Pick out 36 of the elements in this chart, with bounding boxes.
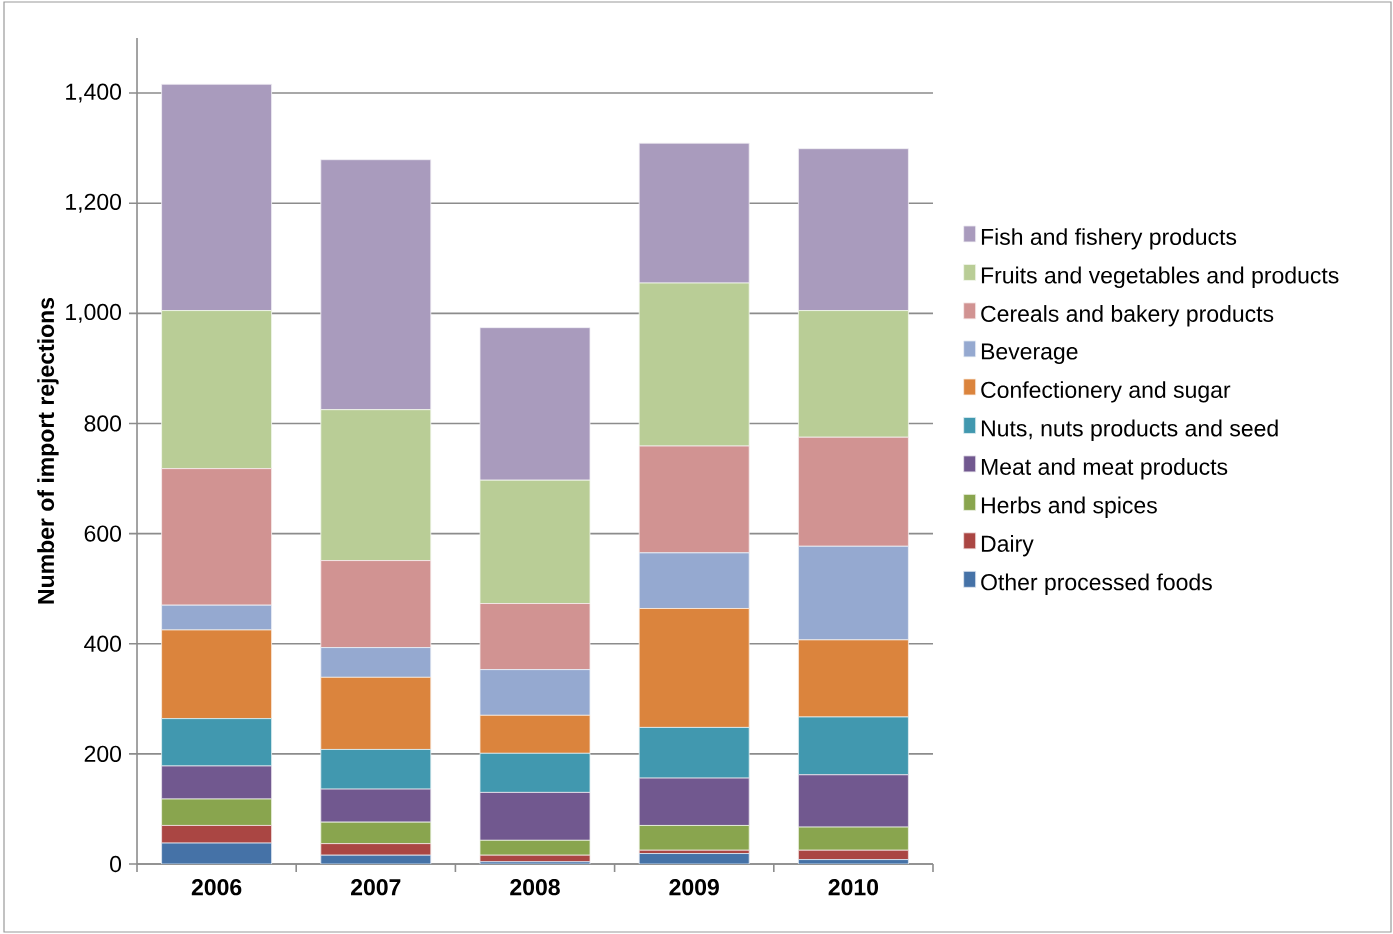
- legend-label: Fish and fishery products: [981, 228, 1237, 250]
- bar: [320, 854, 432, 864]
- legend-label: Beverage: [981, 343, 1078, 365]
- y-tick-label: 1,200: [66, 193, 122, 213]
- x-tick-label: 2008: [510, 879, 560, 896]
- x-tick-label: 2006: [191, 879, 242, 896]
- bar: [479, 714, 591, 754]
- bar: [798, 859, 909, 864]
- legend-label: Meat and meat products: [981, 458, 1228, 480]
- y-axis-title: Number of import rejections: [37, 297, 59, 604]
- bar: [320, 676, 432, 750]
- y-tick-label: 1,400: [66, 83, 122, 103]
- bar: [798, 639, 909, 718]
- y-tick-label: 1,000: [66, 303, 122, 323]
- x-tick-label: 2009: [669, 879, 719, 896]
- bar: [479, 861, 591, 864]
- y-tick-label: 800: [84, 415, 122, 432]
- legend-label: Herbs and spices: [981, 496, 1157, 518]
- y-tick-label: 400: [84, 635, 122, 652]
- x-tick-label: 2007: [351, 879, 401, 896]
- legend-label: Fruits and vegetables and products: [981, 266, 1339, 289]
- bar: [161, 842, 272, 864]
- y-tick-label: 200: [84, 745, 122, 763]
- x-tick-label: 2010: [828, 879, 879, 896]
- legend-label: Other processed foods: [981, 573, 1212, 595]
- legend-label: Nuts, nuts products and seed: [981, 419, 1278, 442]
- legend-label: Confectionery and sugar: [981, 381, 1231, 403]
- bar: [161, 629, 272, 720]
- legend-label: Dairy: [981, 535, 1034, 557]
- bar: [638, 853, 750, 864]
- bar: [320, 843, 432, 856]
- y-tick-label: 600: [84, 525, 122, 542]
- y-tick-label: 0: [110, 855, 122, 873]
- bar: [638, 608, 750, 728]
- bar: [161, 825, 272, 844]
- legend-label: Cereals and bakery products: [981, 305, 1274, 327]
